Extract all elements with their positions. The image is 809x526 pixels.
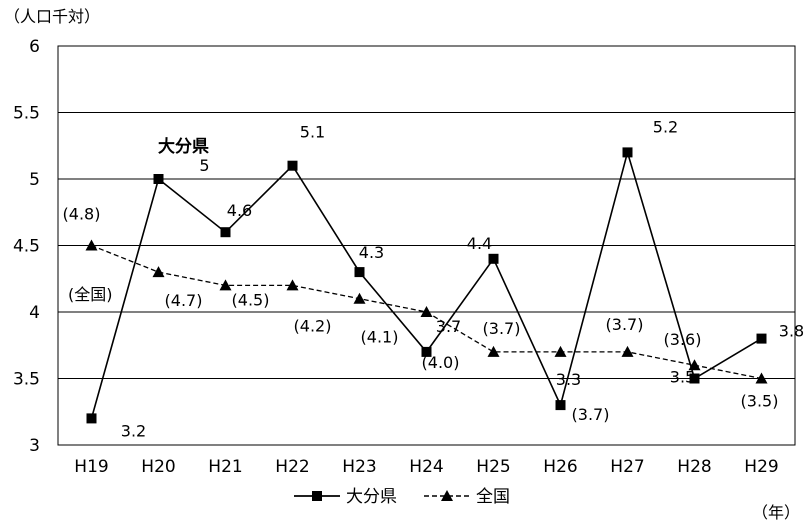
national-data-label: (4.2) <box>294 316 332 335</box>
y-axis-label: （人口千対） <box>4 7 100 26</box>
national-point-marker <box>554 345 567 357</box>
y-tick-label: 5 <box>29 170 40 190</box>
oita-point-marker <box>354 267 365 278</box>
oita-point-marker <box>86 413 97 424</box>
national-series-label: (全国) <box>68 285 113 304</box>
national-point-marker <box>85 239 98 251</box>
oita-point-marker <box>689 373 700 384</box>
national-point-marker <box>755 372 768 384</box>
oita-point-marker <box>421 346 432 357</box>
national-point-marker <box>152 266 165 278</box>
national-point-marker <box>487 345 500 357</box>
national-point-marker <box>420 306 433 317</box>
oita-data-label: 4.3 <box>359 243 384 262</box>
x-axis-label: （年） <box>752 503 800 522</box>
y-tick-label: 4 <box>29 303 40 323</box>
national-data-label: (3.7) <box>606 315 644 334</box>
oita-point-marker <box>287 160 298 171</box>
legend-national-marker <box>441 490 453 501</box>
oita-data-label: 3.7 <box>436 317 461 336</box>
oita-point-marker <box>153 174 164 184</box>
national-data-label: (3.7) <box>483 319 521 338</box>
national-point-marker <box>688 359 701 371</box>
x-tick-label: H26 <box>543 457 577 477</box>
oita-data-label: 5.1 <box>300 123 325 142</box>
national-data-label: (3.7) <box>572 405 610 424</box>
national-point-marker <box>353 292 366 304</box>
x-tick-label: H27 <box>610 457 644 477</box>
x-axis-ticks: H19 H20 H21 H22 H23 H24 H25 H26 H27 H28 H29 <box>74 457 778 477</box>
x-tick-label: H21 <box>208 457 242 477</box>
x-tick-label: H19 <box>74 457 108 477</box>
x-tick-label: H23 <box>342 457 376 477</box>
y-tick-label: 4.5 <box>13 237 40 257</box>
oita-data-label: 3.8 <box>779 322 804 341</box>
oita-data-label: 5 <box>199 156 209 175</box>
legend: 大分県 全国 <box>294 487 510 507</box>
national-data-label: (4.1) <box>361 328 399 347</box>
x-tick-label: H28 <box>677 457 711 477</box>
x-tick-label: H25 <box>476 457 510 477</box>
national-point-marker <box>286 279 299 291</box>
legend-oita-marker <box>312 491 322 501</box>
y-tick-label: 3.5 <box>13 370 40 390</box>
x-tick-label: H24 <box>409 457 443 477</box>
national-data-label: (3.6) <box>664 330 702 349</box>
oita-point-marker <box>555 400 566 411</box>
oita-series-label: 大分県 <box>158 136 209 157</box>
y-tick-label: 3 <box>29 436 40 456</box>
legend-national-text: 全国 <box>476 487 510 507</box>
x-tick-label: H20 <box>141 457 175 477</box>
legend-oita-text: 大分県 <box>346 487 397 507</box>
oita-data-label: 5.2 <box>653 117 678 136</box>
y-tick-label: 6 <box>29 37 40 57</box>
national-data-label: (4.8) <box>63 205 101 224</box>
national-data-label: (3.5) <box>741 392 779 411</box>
national-point-marker <box>621 345 634 357</box>
oita-point-marker <box>220 227 231 238</box>
x-tick-label: H22 <box>275 457 309 477</box>
grid-lines <box>57 45 796 446</box>
series-markers <box>85 147 768 424</box>
national-data-label: (4.5) <box>232 290 270 309</box>
oita-point-marker <box>756 333 767 344</box>
national-data-label: (4.0) <box>422 353 460 372</box>
national-point-marker <box>219 279 232 291</box>
oita-data-label: 4.6 <box>227 201 252 220</box>
oita-data-label: 4.4 <box>467 234 492 253</box>
data-labels: 3.2 5 4.6 5.1 4.3 3.7 4.4 3.3 5.2 3.5 3.8 (4.8) (4.7… <box>63 117 805 440</box>
oita-data-label: 3.2 <box>121 421 146 440</box>
oita-point-marker <box>622 147 633 158</box>
oita-data-label: 3.5 <box>670 368 695 387</box>
oita-data-label: 3.3 <box>556 370 581 389</box>
national-data-label: (4.7) <box>165 291 203 310</box>
oita-point-marker <box>488 253 499 264</box>
y-axis-ticks: 3 3.5 4 4.5 5 5.5 6 <box>13 37 40 456</box>
y-tick-label: 5.5 <box>13 104 40 124</box>
x-tick-label: H29 <box>744 457 778 477</box>
